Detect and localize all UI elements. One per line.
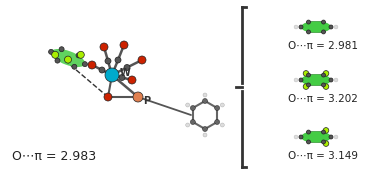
Circle shape [307, 20, 310, 24]
Circle shape [303, 84, 309, 89]
Circle shape [59, 47, 64, 52]
Circle shape [334, 78, 338, 82]
Circle shape [105, 68, 119, 82]
Circle shape [72, 64, 77, 69]
Circle shape [307, 83, 310, 87]
Circle shape [52, 51, 59, 58]
Circle shape [191, 120, 195, 124]
Circle shape [322, 130, 325, 134]
Circle shape [323, 84, 329, 89]
Circle shape [329, 25, 333, 29]
Circle shape [307, 140, 310, 144]
Circle shape [138, 56, 146, 64]
Circle shape [220, 103, 224, 107]
Circle shape [104, 93, 112, 101]
Circle shape [307, 73, 310, 77]
Circle shape [77, 51, 84, 58]
Circle shape [307, 30, 310, 34]
Circle shape [115, 57, 121, 63]
Circle shape [49, 49, 54, 54]
Circle shape [124, 65, 130, 71]
Circle shape [203, 99, 208, 103]
Circle shape [99, 67, 105, 73]
Circle shape [215, 106, 220, 110]
Circle shape [119, 75, 125, 80]
Circle shape [322, 20, 325, 24]
Circle shape [203, 133, 207, 137]
Circle shape [76, 53, 81, 58]
Circle shape [100, 43, 108, 51]
Circle shape [294, 25, 298, 29]
Ellipse shape [301, 74, 331, 86]
Circle shape [128, 76, 136, 84]
Circle shape [215, 120, 220, 124]
Circle shape [186, 123, 190, 127]
Circle shape [307, 130, 310, 134]
Circle shape [133, 92, 143, 102]
Circle shape [294, 135, 298, 139]
Circle shape [191, 106, 195, 110]
Ellipse shape [51, 49, 85, 67]
Circle shape [323, 128, 329, 133]
Text: W: W [120, 68, 131, 78]
Circle shape [105, 58, 111, 64]
Circle shape [334, 25, 338, 29]
Circle shape [323, 141, 329, 146]
Circle shape [322, 140, 325, 144]
Circle shape [220, 123, 224, 127]
Circle shape [55, 58, 60, 63]
Circle shape [88, 61, 96, 69]
Circle shape [203, 127, 208, 131]
Circle shape [322, 30, 325, 34]
Circle shape [329, 135, 333, 139]
Circle shape [303, 71, 309, 76]
Circle shape [322, 83, 325, 87]
Circle shape [299, 78, 303, 82]
Circle shape [329, 78, 333, 82]
Ellipse shape [301, 131, 331, 143]
Circle shape [299, 25, 303, 29]
Text: O⋯π = 3.149: O⋯π = 3.149 [288, 151, 358, 161]
Text: O⋯π = 2.983: O⋯π = 2.983 [12, 150, 96, 163]
Circle shape [294, 78, 298, 82]
Circle shape [334, 135, 338, 139]
Text: P: P [143, 96, 150, 106]
Circle shape [82, 62, 87, 67]
Circle shape [186, 103, 190, 107]
Circle shape [323, 71, 329, 76]
Text: O⋯π = 3.202: O⋯π = 3.202 [288, 94, 358, 104]
Ellipse shape [301, 21, 331, 33]
Circle shape [120, 41, 128, 49]
Circle shape [65, 56, 71, 63]
Circle shape [322, 73, 325, 77]
Circle shape [299, 135, 303, 139]
Text: O⋯π = 2.981: O⋯π = 2.981 [288, 41, 358, 51]
Circle shape [203, 93, 207, 97]
